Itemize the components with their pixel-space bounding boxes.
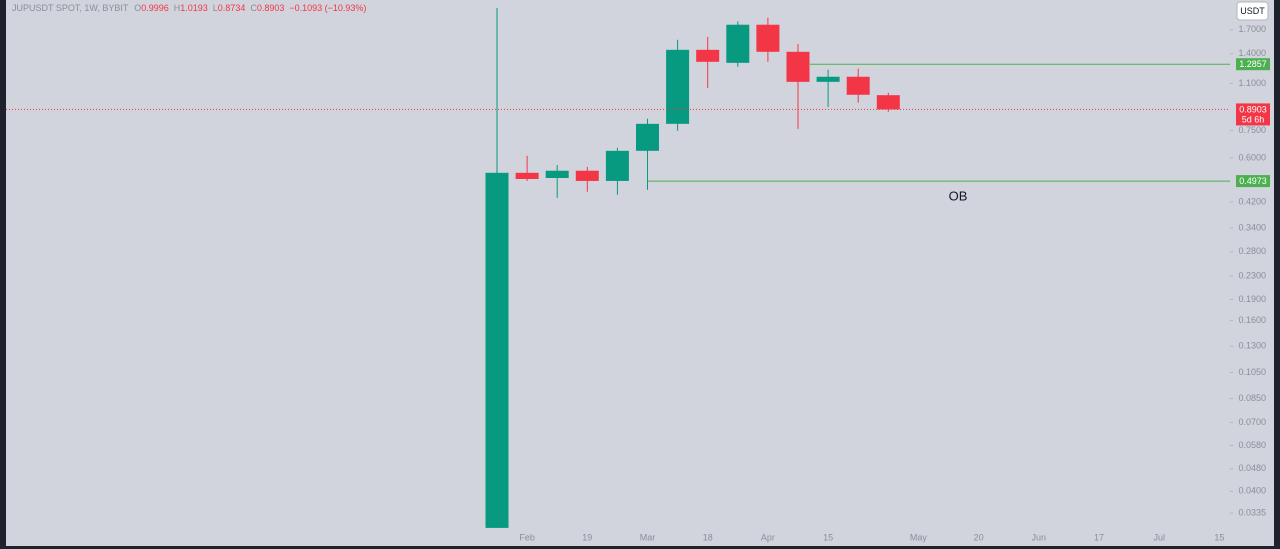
y-tick-label: 0.0700: [1238, 417, 1266, 427]
candle-body: [575, 170, 599, 181]
currency-box[interactable]: [1236, 1, 1269, 21]
candle-body: [876, 95, 900, 110]
y-tick-label: 0.0580: [1238, 440, 1266, 450]
candle-body: [846, 76, 870, 95]
y-tick-label: 0.0480: [1238, 463, 1266, 473]
x-tick-label: 15: [823, 532, 833, 542]
x-tick-label: Jul: [1153, 532, 1165, 542]
candle-body: [485, 172, 509, 528]
y-tick-label: 0.0335: [1238, 507, 1266, 517]
x-tick-label: 17: [1094, 532, 1104, 542]
candle-body: [666, 49, 690, 124]
x-tick-label: Jun: [1032, 532, 1047, 542]
y-tick-label: 0.1900: [1238, 294, 1266, 304]
x-tick-label: May: [910, 532, 928, 542]
candle-body: [696, 49, 720, 62]
ohlc-label: C: [250, 3, 257, 13]
candle-body: [756, 24, 780, 52]
y-tick-label: 0.1050: [1238, 367, 1266, 377]
x-tick-label: 19: [582, 532, 592, 542]
y-tick-label: 0.3400: [1238, 222, 1266, 232]
candle-body: [515, 172, 539, 179]
price-tag: [1236, 103, 1270, 126]
ohlc-value: 0.8734: [218, 3, 246, 13]
level-tag: [1236, 58, 1270, 71]
price-label: 0.8903: [1239, 104, 1267, 114]
candle-body: [605, 150, 629, 181]
y-tick-label: 0.4200: [1238, 196, 1266, 206]
countdown-label: 5d 6h: [1242, 114, 1265, 124]
level-label: 1.2857: [1239, 59, 1267, 69]
candle-body: [636, 123, 659, 151]
ohlc-change: −0.1093 (−10.93%): [289, 3, 366, 13]
candle-body: [726, 24, 750, 63]
y-tick-label: 0.0850: [1238, 393, 1266, 403]
candle-body: [816, 76, 840, 82]
chart-title: JUPUSDT SPOT, 1W, BYBIT: [12, 3, 129, 13]
y-tick-label: 0.0400: [1238, 486, 1266, 496]
y-tick-label: 0.1600: [1238, 315, 1266, 325]
header: JUPUSDT SPOT, 1W, BYBIT O0.9996 H1.0193 L0.…: [12, 3, 366, 13]
x-tick-label: 20: [974, 532, 984, 542]
currency-label[interactable]: USDT: [1240, 6, 1265, 16]
y-tick-label: 0.7500: [1238, 125, 1266, 135]
y-tick-label: 1.7000: [1238, 24, 1266, 34]
y-tick-label: 1.4000: [1238, 48, 1266, 58]
level-label: 0.4973: [1239, 176, 1267, 186]
x-tick-label: 15: [1214, 532, 1224, 542]
annotation: OB: [949, 188, 968, 203]
plot-area: [6, 8, 1230, 528]
ohlc-label: O: [134, 3, 141, 13]
x-tick-label: Feb: [519, 532, 535, 542]
y-tick-label: 1.1000: [1238, 78, 1266, 88]
y-tick-label: 0.6000: [1238, 152, 1266, 162]
ohlc-label: L: [213, 3, 218, 13]
x-tick-label: Mar: [640, 532, 656, 542]
x-tick-label: 18: [703, 532, 713, 542]
candle-body: [786, 51, 810, 82]
chart-background: [6, 0, 1274, 546]
ohlc-value: 1.0193: [180, 3, 208, 13]
y-tick-label: 0.2300: [1238, 270, 1266, 280]
y-tick-label: 0.2800: [1238, 246, 1266, 256]
ohlc-value: 0.8903: [257, 3, 285, 13]
ohlc-value: 0.9996: [141, 3, 169, 13]
ohlc-label: H: [174, 3, 181, 13]
candle-body: [545, 170, 569, 179]
level-tag: [1236, 175, 1270, 188]
x-tick-label: Apr: [761, 532, 775, 542]
y-tick-label: 0.1300: [1238, 341, 1266, 351]
